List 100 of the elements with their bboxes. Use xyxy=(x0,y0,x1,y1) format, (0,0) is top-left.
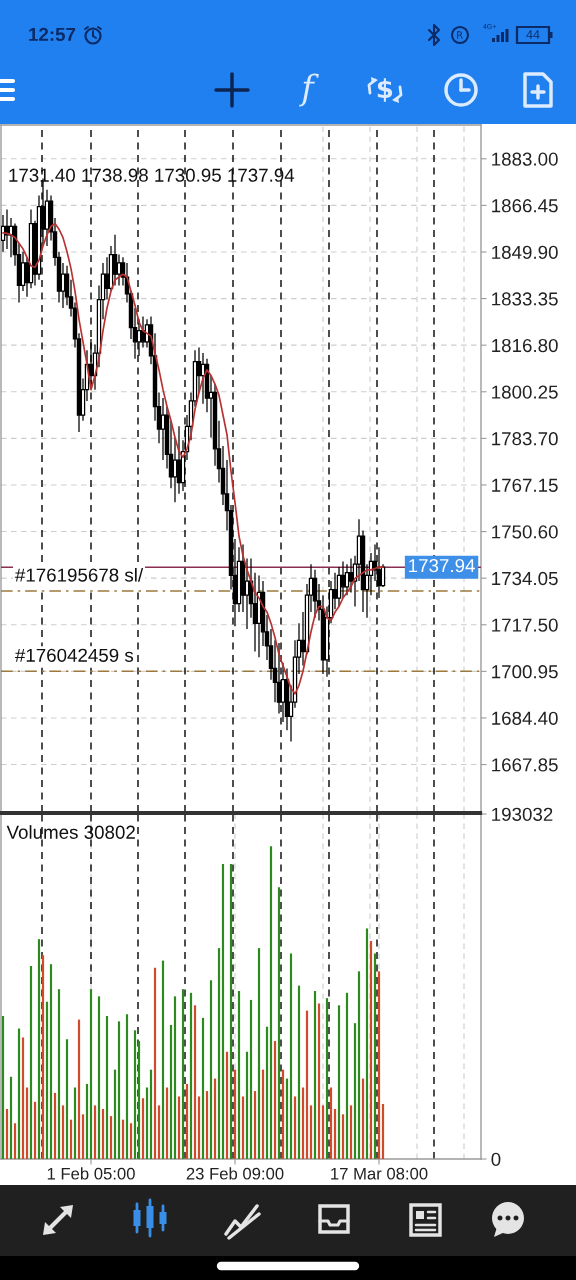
bar xyxy=(261,1069,265,1159)
y-tick-label: 1734.05 xyxy=(492,571,558,586)
bar xyxy=(237,991,241,1159)
bar xyxy=(217,948,221,1159)
bar xyxy=(101,1108,105,1159)
bar xyxy=(57,989,61,1159)
bar xyxy=(269,846,273,1159)
y-tick-label: 1767.15 xyxy=(492,478,558,492)
bar xyxy=(157,1105,161,1159)
y-tick-label: 1684.40 xyxy=(492,711,558,725)
bar xyxy=(329,1087,333,1159)
x-tick-label: 17 Mar 08:00 xyxy=(331,1167,428,1180)
y-tick-label: 1700.95 xyxy=(492,665,558,679)
bar xyxy=(273,1041,277,1159)
bar xyxy=(349,1105,353,1159)
candlestick xyxy=(344,563,350,596)
bar xyxy=(145,1087,149,1159)
bar xyxy=(165,1087,169,1159)
bar xyxy=(289,953,293,1159)
ref-line-label: 1737.94 xyxy=(409,558,475,573)
bar xyxy=(333,1108,337,1159)
bar xyxy=(33,1101,37,1159)
bar xyxy=(229,864,233,1159)
bar xyxy=(9,1076,13,1159)
ref-line-label: #176042459 s xyxy=(14,648,134,662)
bar xyxy=(37,939,41,1159)
bar xyxy=(113,1069,117,1159)
y-tick-label: 1866.45 xyxy=(492,199,558,213)
bar xyxy=(153,967,157,1159)
bar xyxy=(21,1037,25,1159)
bar xyxy=(1,1016,5,1159)
chart-title: Volumes 30802 xyxy=(6,825,135,839)
bar xyxy=(341,1114,345,1159)
bar xyxy=(73,1087,77,1159)
y-tick-label: 1717.50 xyxy=(492,618,558,632)
bar xyxy=(281,1069,285,1159)
bar xyxy=(81,1114,85,1159)
bar xyxy=(149,1069,153,1159)
bar xyxy=(141,1098,145,1159)
y-tick-label: 0 xyxy=(491,1152,501,1166)
x-tick-label: 23 Feb 09:00 xyxy=(186,1167,284,1180)
bar xyxy=(285,1078,289,1159)
bar xyxy=(169,1024,173,1159)
bar xyxy=(53,1092,57,1159)
y-tick-label: 1750.60 xyxy=(492,525,558,539)
text: 1731.40 1738.98 1730.95 1737.94 xyxy=(9,168,295,182)
ref-line-label: #176195678 sl/ xyxy=(14,567,144,582)
bar xyxy=(209,980,213,1159)
bar xyxy=(381,1103,385,1159)
bar xyxy=(197,1096,201,1159)
bar xyxy=(277,887,281,1159)
bar xyxy=(189,992,193,1159)
y-tick-label: 193032 xyxy=(492,807,553,821)
bar xyxy=(29,965,33,1159)
bar xyxy=(293,1096,297,1159)
bar xyxy=(309,1105,313,1159)
bar xyxy=(325,998,329,1159)
bar xyxy=(17,1028,21,1159)
bar xyxy=(321,1105,325,1159)
bar xyxy=(357,971,361,1159)
bar xyxy=(353,1023,357,1159)
bar xyxy=(129,1123,133,1159)
candlestick xyxy=(112,234,118,287)
line-series xyxy=(2,222,384,695)
bar xyxy=(89,989,93,1159)
bar xyxy=(69,1119,73,1159)
bar xyxy=(249,999,253,1159)
bar xyxy=(221,864,225,1159)
bar xyxy=(181,989,185,1159)
bar xyxy=(301,1087,305,1159)
bar xyxy=(137,1041,141,1159)
bar xyxy=(373,953,377,1159)
bar xyxy=(185,1083,189,1159)
bar xyxy=(241,1096,245,1159)
bar xyxy=(49,964,53,1159)
bar xyxy=(97,996,101,1159)
bar xyxy=(177,1096,181,1159)
bar xyxy=(5,1108,9,1159)
bar xyxy=(369,940,373,1159)
bar xyxy=(317,1003,321,1159)
bar xyxy=(125,1014,129,1159)
text: 44 xyxy=(526,30,540,39)
bar xyxy=(253,1091,257,1159)
bar xyxy=(25,1087,29,1159)
bar xyxy=(377,971,381,1159)
bar xyxy=(65,1039,69,1159)
bar xyxy=(45,1001,49,1159)
bar xyxy=(225,1051,229,1159)
bar xyxy=(121,1119,125,1159)
bar xyxy=(85,1083,89,1159)
bar xyxy=(173,996,177,1159)
bar xyxy=(105,1016,109,1159)
bar xyxy=(305,1010,309,1159)
bar xyxy=(117,1021,121,1159)
bar xyxy=(265,1026,269,1159)
bar xyxy=(365,928,369,1159)
bar xyxy=(361,1078,365,1159)
bar xyxy=(337,1005,341,1159)
bar xyxy=(133,1030,137,1159)
y-tick-label: 1816.80 xyxy=(492,338,558,353)
